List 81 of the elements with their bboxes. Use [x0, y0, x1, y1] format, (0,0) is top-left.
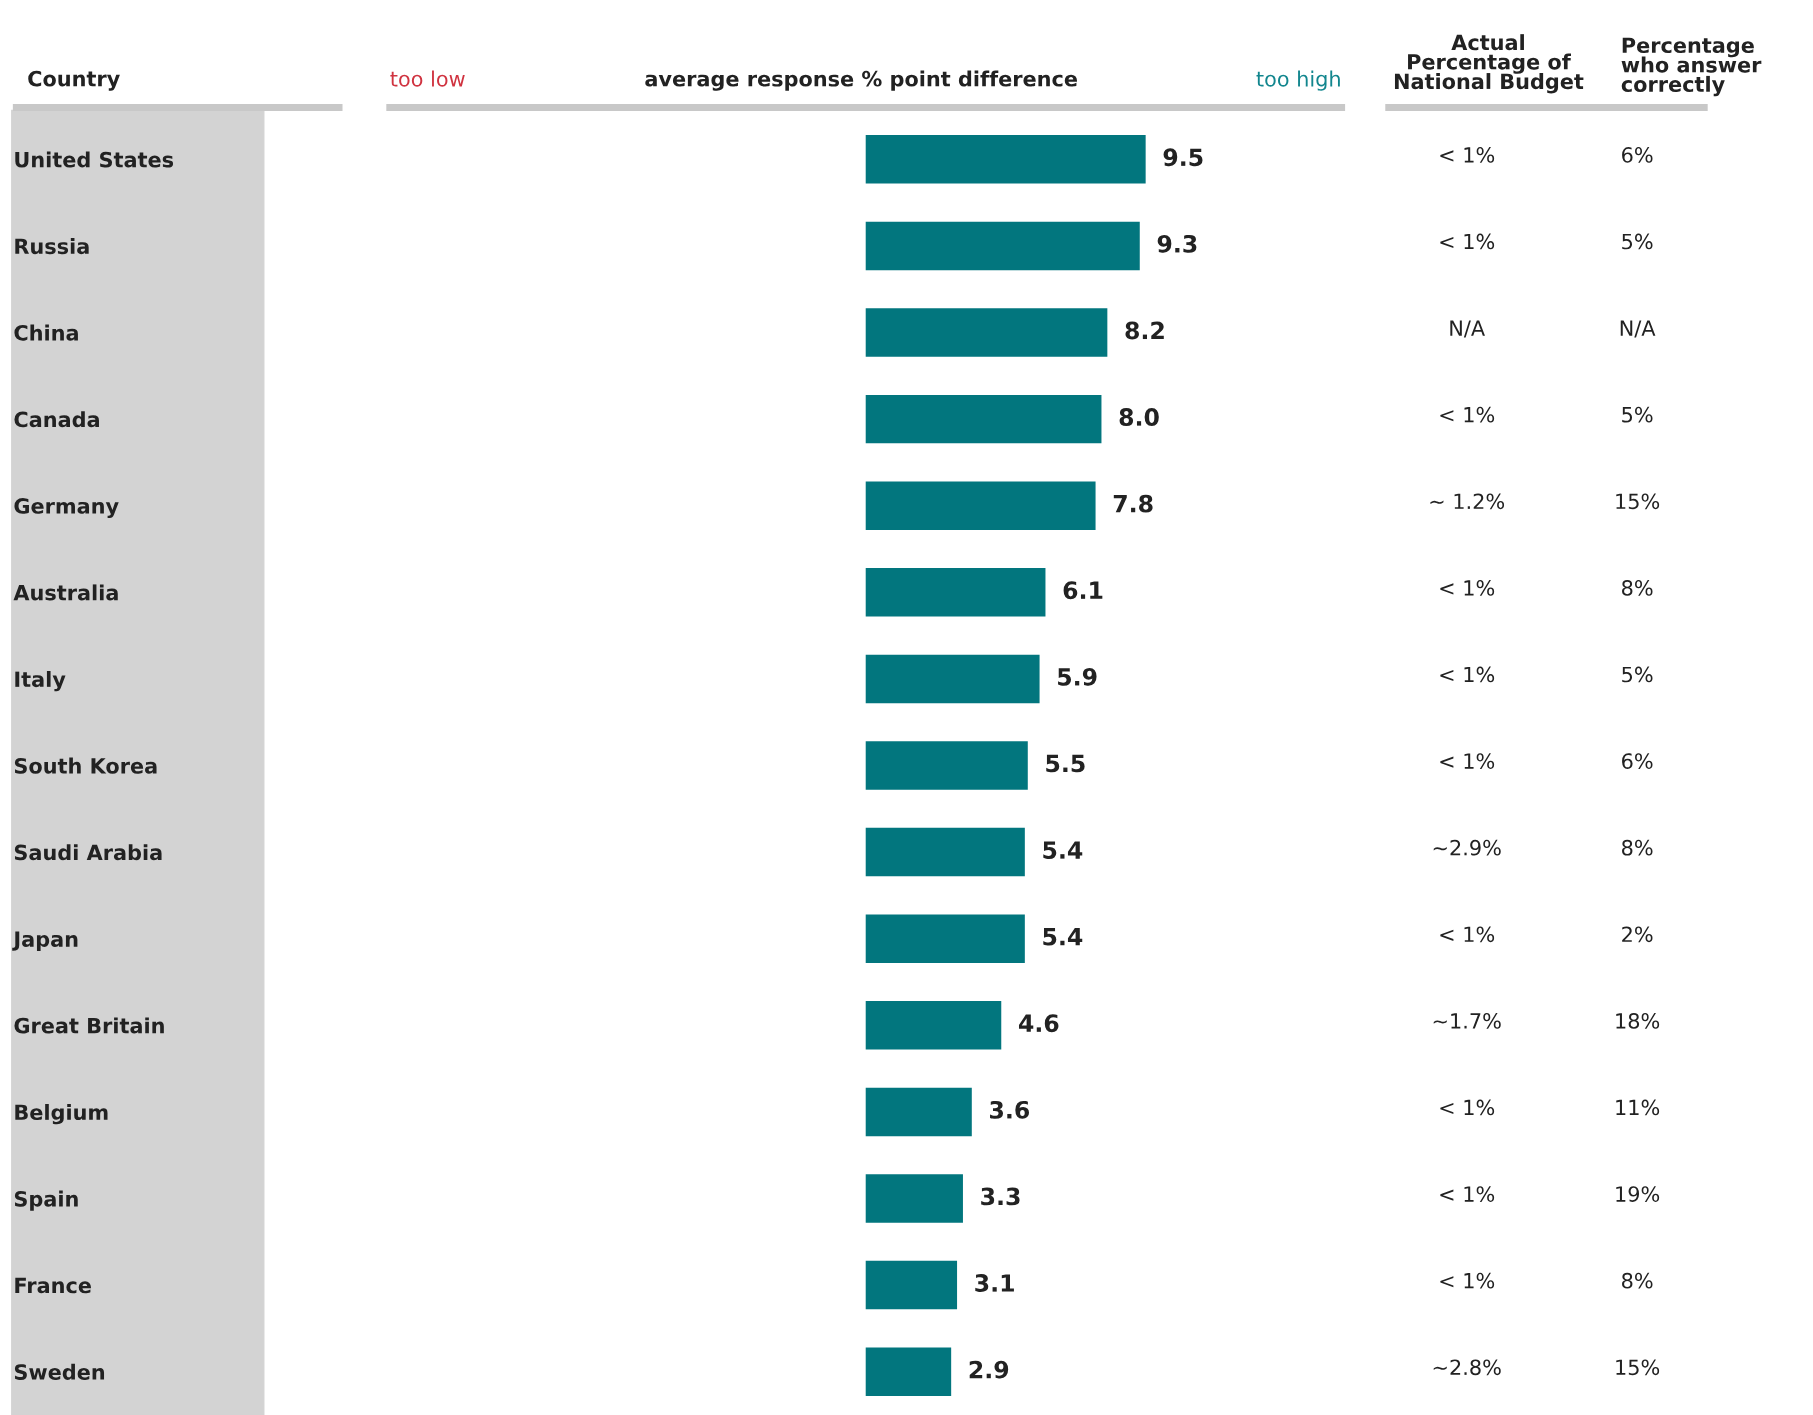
data-label: 8.0	[1119, 408, 1159, 426]
text: ~1.7%	[1433, 1013, 1501, 1029]
y-tick-label: Japan	[12, 931, 78, 951]
text: Actual Percentage of National Budget	[1394, 34, 1584, 94]
y-tick-label: France	[15, 1277, 91, 1294]
text: 8%	[1622, 1272, 1653, 1289]
y-tick-label: Great Britain	[14, 1017, 164, 1034]
bar	[865, 741, 1028, 790]
y-tick-label: Spain	[14, 1190, 78, 1211]
y-tick-label: Australia	[13, 584, 118, 601]
data-label: 7.8	[1113, 494, 1153, 513]
text: 6%	[1622, 147, 1653, 163]
text: 15%	[1616, 493, 1660, 510]
bar	[865, 914, 1025, 963]
text: 15%	[1616, 1359, 1660, 1376]
y-tick-label: South Korea	[14, 757, 157, 774]
text: < 1%	[1440, 147, 1495, 163]
y-tick-label: Saudi Arabia	[14, 844, 162, 861]
text: 2%	[1622, 926, 1653, 943]
text: 18%	[1616, 1013, 1660, 1029]
text: < 1%	[1440, 1099, 1495, 1116]
data-label: 8.2	[1125, 321, 1164, 340]
data-label: 5.5	[1046, 754, 1085, 773]
y-tick-label: Belgium	[15, 1103, 108, 1125]
text: ~2.9%	[1433, 839, 1501, 856]
bar	[865, 654, 1040, 704]
bar	[865, 827, 1025, 877]
bar	[865, 308, 1108, 357]
data-label: 5.4	[1043, 928, 1083, 946]
text: Percentage who answer correctly	[1621, 37, 1762, 97]
bar	[865, 481, 1096, 530]
data-label: 6.1	[1063, 581, 1103, 600]
text: too low	[390, 70, 465, 87]
y-axis-title: Country	[28, 70, 120, 91]
data-label: 9.5	[1163, 148, 1203, 167]
text: < 1%	[1440, 1272, 1495, 1289]
y-tick-label: United States	[15, 151, 174, 168]
text: < 1%	[1440, 233, 1495, 250]
text: too high	[1256, 70, 1340, 91]
text: 6%	[1622, 753, 1653, 769]
bar	[865, 568, 1046, 617]
y-tick-label: Germany	[14, 498, 119, 519]
text: < 1%	[1440, 580, 1495, 596]
text: 5%	[1622, 666, 1653, 683]
text: ~2.8%	[1433, 1359, 1501, 1376]
text: 8%	[1622, 580, 1653, 596]
data-label: 4.6	[1018, 1014, 1059, 1033]
text: 19%	[1616, 1186, 1660, 1202]
text: N/A	[1620, 320, 1656, 338]
text: 5%	[1622, 233, 1653, 250]
text: < 1%	[1440, 753, 1495, 769]
data-label: 2.9	[969, 1360, 1009, 1379]
y-tick-label: Russia	[15, 238, 89, 255]
chart-title: average response % point difference	[645, 70, 1077, 91]
text: < 1%	[1440, 926, 1495, 943]
data-label: 5.4	[1043, 841, 1083, 859]
data-label: 3.3	[981, 1187, 1020, 1206]
text: < 1%	[1440, 666, 1495, 683]
data-label: 5.9	[1058, 667, 1097, 686]
data-label: 3.1	[975, 1274, 1014, 1292]
bar	[865, 135, 1146, 184]
text: < 1%	[1440, 1186, 1495, 1202]
text: 8%	[1622, 839, 1653, 856]
text: < 1%	[1440, 406, 1495, 423]
data-label: 9.3	[1157, 234, 1197, 253]
y-tick-label: Italy	[15, 671, 66, 692]
bar	[865, 1001, 1002, 1050]
text: N/A	[1450, 320, 1485, 338]
bar	[865, 1087, 972, 1137]
data-label: 3.6	[990, 1100, 1030, 1119]
y-tick-label: China	[14, 324, 78, 341]
bar	[865, 1174, 963, 1223]
y-tick-label: Canada	[14, 411, 99, 428]
text: 11%	[1616, 1099, 1660, 1116]
text: 5%	[1622, 406, 1653, 423]
text: ~ 1.2%	[1430, 493, 1505, 510]
bar	[865, 1347, 952, 1396]
bar	[865, 394, 1102, 444]
bar	[865, 221, 1140, 271]
y-tick-label: Sweden	[14, 1363, 105, 1380]
bar	[865, 1260, 958, 1310]
